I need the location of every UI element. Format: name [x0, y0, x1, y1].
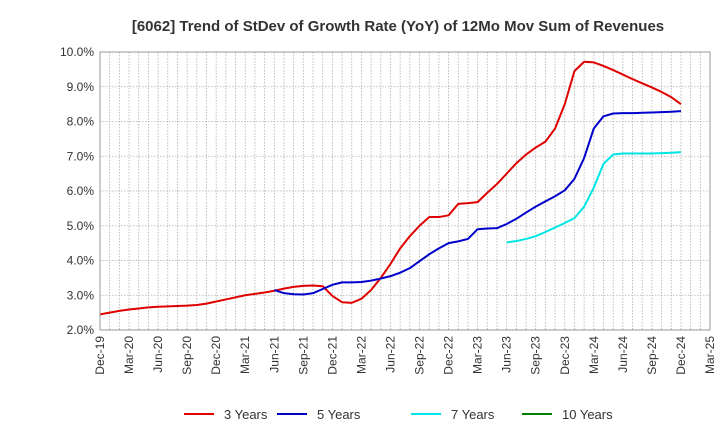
x-tick-label: Sep-21 [296, 336, 310, 375]
x-tick-label: Sep-20 [180, 336, 194, 375]
x-tick-label: Jun-21 [267, 336, 281, 373]
plot-border [99, 51, 711, 331]
x-tick-label: Mar-23 [471, 336, 485, 374]
x-tick-label: Mar-22 [354, 336, 368, 374]
y-axis-ticks: 2.0% 3.0% 4.0% 5.0% 6.0% 7.0% 8.0% 9.0% 10.0% [60, 45, 94, 337]
x-tick-label: Sep-22 [413, 336, 427, 375]
x-tick-label: Dec-21 [325, 336, 339, 375]
y-tick-label: 3.0% [67, 288, 95, 302]
x-tick-label: Dec-23 [558, 336, 572, 375]
series-line-7-years [506, 151, 682, 244]
series-lines [99, 60, 682, 316]
series-line-3-years [99, 60, 682, 316]
y-tick-label: 7.0% [67, 149, 95, 163]
x-tick-label: Sep-24 [645, 336, 659, 375]
x-tick-label: Sep-23 [529, 336, 543, 375]
y-tick-label: 2.0% [67, 323, 95, 337]
series-line-5-years [273, 110, 682, 296]
x-tick-label: Mar-24 [587, 336, 601, 374]
x-axis-ticks: Dec-19 Mar-20 Jun-20 Sep-20 Dec-20 Mar-21 Jun-… [93, 336, 717, 375]
x-tick-label: Mar-25 [703, 336, 717, 374]
y-tick-label: 4.0% [67, 254, 95, 268]
x-tick-label: Dec-22 [442, 336, 456, 375]
y-tick-label: 6.0% [67, 184, 95, 198]
x-tick-label: Mar-20 [122, 336, 136, 374]
y-tick-label: 9.0% [67, 80, 95, 94]
x-tick-label: Jun-22 [383, 336, 397, 373]
x-tick-label: Jun-24 [616, 336, 630, 373]
x-tick-label: Dec-24 [674, 336, 688, 375]
legend-label: 3 Years [224, 407, 268, 422]
grid-lines [100, 52, 710, 330]
x-tick-label: Dec-19 [93, 336, 107, 375]
chart-title: [6062] Trend of StDev of Growth Rate (Yo… [132, 18, 664, 35]
y-tick-label: 10.0% [60, 45, 94, 59]
y-tick-label: 8.0% [67, 115, 95, 129]
x-tick-label: Jun-23 [500, 336, 514, 373]
legend-label: 10 Years [562, 407, 613, 422]
legend: 3 Years 5 Years 7 Years 10 Years [184, 407, 613, 422]
legend-label: 5 Years [317, 407, 361, 422]
legend-label: 7 Years [451, 407, 495, 422]
x-tick-label: Jun-20 [151, 336, 165, 373]
x-tick-label: Mar-21 [238, 336, 252, 374]
y-tick-label: 5.0% [67, 219, 95, 233]
x-tick-label: Dec-20 [209, 336, 223, 375]
